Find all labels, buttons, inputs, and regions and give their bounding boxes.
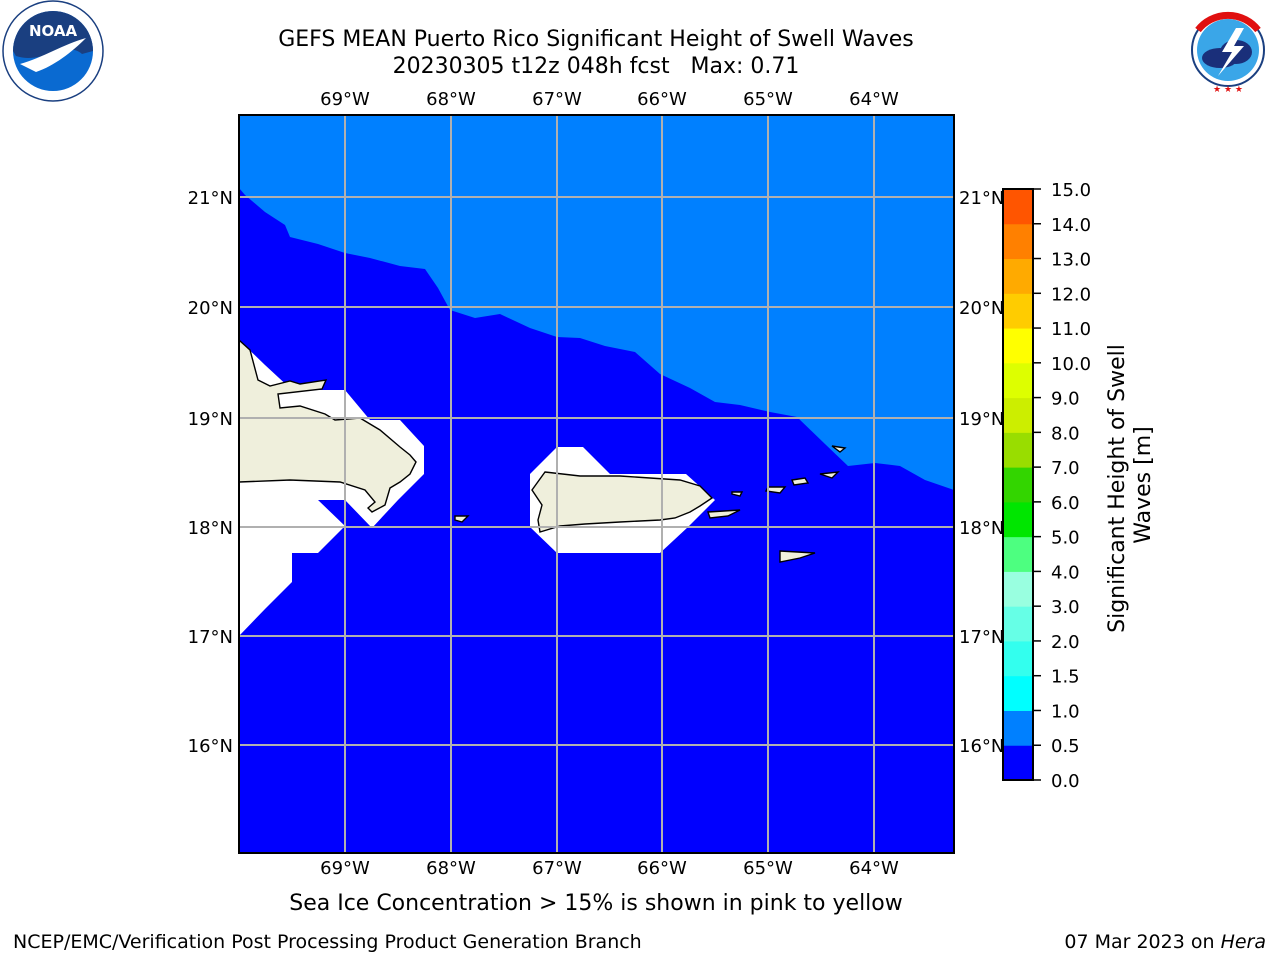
map-area xyxy=(239,115,954,853)
colorbar-segment xyxy=(1003,501,1033,538)
latitude-label-right: 18°N xyxy=(959,518,1004,539)
colorbar-segment xyxy=(1003,745,1033,781)
longitude-label-bottom: 69°W xyxy=(320,858,370,879)
colorbar-segment xyxy=(1003,606,1033,642)
colorbar-tick-label: 5.0 xyxy=(1051,528,1080,549)
longitude-label-top: 68°W xyxy=(426,89,476,110)
noaa-logo-text: NOAA xyxy=(29,22,78,40)
colorbar-segment xyxy=(1003,293,1033,329)
colorbar-label: Significant Height of Swell Waves [m] xyxy=(1105,337,1156,633)
longitude-label-top: 64°W xyxy=(849,89,899,110)
footer-host: Hera xyxy=(1220,931,1266,953)
longitude-label-top: 65°W xyxy=(743,89,793,110)
colorbar-tick-label: 15.0 xyxy=(1051,180,1091,201)
footer-branch: NCEP/EMC/Verification Post Processing Pr… xyxy=(13,931,642,953)
graticule xyxy=(239,115,954,853)
colorbar-tick-label: 2.0 xyxy=(1051,632,1080,653)
colorbar-tick-label: 9.0 xyxy=(1051,389,1080,410)
svg-text:★ ★ ★: ★ ★ ★ xyxy=(1213,85,1243,95)
colorbar-tick-label: 3.0 xyxy=(1051,597,1080,618)
longitude-label-top: 67°W xyxy=(532,89,582,110)
colorbar-segment xyxy=(1003,362,1033,399)
latitude-label-left: 19°N xyxy=(188,409,233,430)
longitude-label-top: 66°W xyxy=(637,89,687,110)
nws-logo: ★ ★ ★ xyxy=(1179,1,1277,99)
colorbar-tick-label: 1.0 xyxy=(1051,701,1080,722)
map-title: GEFS MEAN Puerto Rico Significant Height… xyxy=(278,27,914,52)
colorbar-tick-label: 8.0 xyxy=(1051,423,1080,444)
colorbar-segment xyxy=(1003,328,1033,364)
latitude-label-left: 16°N xyxy=(188,736,233,757)
colorbar-segment xyxy=(1003,258,1033,294)
latitude-label-left: 21°N xyxy=(188,188,233,209)
colorbar-tick-labels: 0.0 0.5 1.0 1.5 2.0 3.0 4.0 5.0 6.0 7.0 8.0 9.0 10.0… xyxy=(1033,180,1091,792)
latitude-labels-left: 21°N 20°N 19°N 18°N 17°N 16°N xyxy=(188,188,233,757)
map-frame xyxy=(238,114,955,854)
longitude-labels-bottom: 69°W 68°W 67°W 66°W 65°W 64°W xyxy=(320,858,899,879)
longitude-labels-top: 69°W 68°W 67°W 66°W 65°W 64°W xyxy=(320,89,899,110)
latitude-label-left: 18°N xyxy=(188,518,233,539)
colorbar-segment xyxy=(1003,710,1033,746)
forecast-subtitle: 20230305 t12z 048h fcst Max: 0.71 xyxy=(392,54,800,79)
colorbar-tick-label: 12.0 xyxy=(1051,284,1091,305)
ocean-mid-swell xyxy=(239,115,954,490)
latitude-label-right: 19°N xyxy=(959,409,1004,430)
virgin-islands xyxy=(454,445,847,563)
latitude-label-right: 20°N xyxy=(959,298,1004,319)
latitude-labels-right: 21°N 20°N 19°N 18°N 17°N 16°N xyxy=(959,188,1004,757)
colorbar-segment xyxy=(1003,675,1033,711)
colorbar-tick-label: 10.0 xyxy=(1051,354,1091,375)
colorbar xyxy=(1002,188,1034,781)
footer-date-text: 07 Mar 2023 on xyxy=(1064,931,1221,953)
longitude-label-bottom: 67°W xyxy=(532,858,582,879)
latitude-label-left: 17°N xyxy=(188,627,233,648)
colorbar-segment xyxy=(1003,467,1033,503)
colorbar-tick-label: 0.0 xyxy=(1051,771,1080,792)
colorbar-segment xyxy=(1003,571,1033,607)
colorbar-segment xyxy=(1003,397,1033,433)
colorbar-frame xyxy=(1002,188,1034,781)
colorbar-tick-label: 13.0 xyxy=(1051,250,1091,271)
colorbar-tick-label: 1.5 xyxy=(1051,667,1080,688)
colorbar-segment xyxy=(1003,189,1033,225)
latitude-label-right: 16°N xyxy=(959,736,1004,757)
colorbar-tick-label: 6.0 xyxy=(1051,493,1080,514)
colorbar-segment xyxy=(1003,536,1033,572)
colorbar-tick-label: 7.0 xyxy=(1051,458,1080,479)
longitude-label-bottom: 68°W xyxy=(426,858,476,879)
longitude-label-bottom: 66°W xyxy=(637,858,687,879)
noaa-logo: NOAA xyxy=(2,0,104,102)
longitude-label-bottom: 64°W xyxy=(849,858,899,879)
longitude-label-bottom: 65°W xyxy=(743,858,793,879)
puerto-rico-land xyxy=(531,471,714,533)
latitude-label-right: 21°N xyxy=(959,188,1004,209)
longitude-label-top: 69°W xyxy=(320,89,370,110)
colorbar-tick-label: 11.0 xyxy=(1051,319,1091,340)
footer-date: 07 Mar 2023 on Hera xyxy=(1064,931,1266,953)
latitude-label-left: 20°N xyxy=(188,298,233,319)
colorbar-tick-label: 14.0 xyxy=(1051,215,1091,236)
colorbar-tick-label: 4.0 xyxy=(1051,562,1080,583)
colorbar-segment xyxy=(1003,223,1033,260)
hispaniola-land xyxy=(239,339,417,513)
colorbar-segment xyxy=(1003,640,1033,677)
latitude-label-right: 17°N xyxy=(959,627,1004,648)
colorbar-segment xyxy=(1003,432,1033,468)
sea-ice-caption: Sea Ice Concentration > 15% is shown in … xyxy=(289,891,903,916)
colorbar-tick-label: 0.5 xyxy=(1051,736,1080,757)
